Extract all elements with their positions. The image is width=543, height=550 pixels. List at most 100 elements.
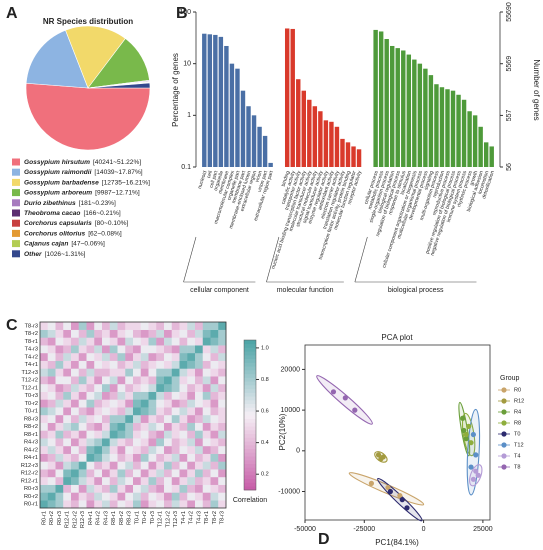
panel-letter: A (6, 5, 18, 22)
y2-tick-label: 557 (506, 109, 513, 121)
heatmap-cell (148, 391, 157, 400)
heatmap-cell (71, 453, 79, 462)
colorbar-label: Correlation (233, 497, 267, 504)
heatmap-cell (94, 438, 103, 447)
heatmap-cell (187, 376, 196, 385)
heatmap-cell (187, 384, 196, 392)
heatmap-cell (140, 500, 149, 509)
heatmap-cell (140, 376, 149, 385)
heatmap-cell (63, 422, 72, 431)
heatmap-cell (156, 337, 165, 346)
heatmap-cell (171, 368, 180, 377)
heatmap-cell (210, 345, 219, 354)
heatmap-cell (164, 446, 172, 454)
heatmap-cell (210, 368, 219, 377)
heatmap-cell (125, 492, 134, 501)
y-tick-label: T12-r3 (22, 370, 38, 376)
bar (384, 39, 389, 168)
legend-name: Corchorus olitorius (24, 230, 86, 237)
heatmap-cell (140, 477, 149, 485)
colorbar-step (244, 343, 256, 348)
point (461, 427, 467, 434)
heatmap-cell (187, 461, 196, 470)
heatmap-cell (117, 438, 126, 447)
heatmap-cell (109, 422, 118, 431)
heatmap-cell (140, 368, 149, 377)
legend-swatch (12, 178, 20, 186)
point (473, 468, 479, 474)
x-tick-label: R12-r3 (80, 511, 86, 528)
heatmap-cell (195, 329, 203, 338)
heatmap-cell (78, 469, 87, 478)
heatmap-cell (47, 399, 56, 408)
heatmap-cell (133, 399, 141, 408)
heatmap-cell (63, 391, 72, 400)
heatmap-cell (156, 345, 165, 354)
point (404, 505, 410, 511)
heatmap-cell (86, 407, 95, 416)
heatmap-cell (102, 422, 110, 431)
heatmap-cell (202, 415, 211, 423)
x-tick-label: T12-r1 (158, 511, 164, 527)
colorbar-step (244, 486, 256, 491)
heatmap-cell (78, 329, 87, 338)
colorbar-tick-label: 0.4 (261, 440, 269, 446)
heatmap-cell (117, 384, 126, 392)
heatmap-cell (140, 461, 149, 470)
heatmap-cell (140, 345, 149, 354)
heatmap-cell (71, 438, 79, 447)
heatmap-cell (47, 446, 56, 454)
heatmap-cell (63, 461, 72, 470)
heatmap-cell (40, 422, 48, 431)
heatmap-cell (133, 484, 141, 493)
x-tick-label: R12-r2 (72, 511, 78, 528)
heatmap-cell (195, 368, 203, 377)
heatmap-cell (171, 492, 180, 501)
y-tick-label: R8-r1 (24, 432, 38, 438)
heatmap-cell (218, 376, 227, 385)
heatmap-cell (148, 492, 157, 501)
legend-swatch (12, 250, 20, 258)
heatmap-cell (47, 391, 56, 400)
heatmap-cell (179, 329, 188, 338)
x-tick-label: R4-r3 (103, 511, 109, 525)
bar (246, 106, 251, 167)
bar (229, 63, 235, 167)
heatmap-cell (133, 461, 141, 470)
heatmap-cell (109, 461, 118, 470)
heatmap-cell (195, 384, 203, 392)
legend-entry: Gossypium raimondii [14039~17.87%] (24, 169, 143, 176)
heatmap-cell (40, 376, 48, 385)
heatmap-cell (202, 484, 211, 493)
legend-title: Group (500, 375, 520, 382)
heatmap-cell (117, 329, 126, 338)
heatmap-cell (63, 453, 72, 462)
heatmap-cell (86, 438, 95, 447)
heatmap-cell (171, 430, 180, 439)
legend-name: Gossypium arboreum (24, 189, 92, 196)
heatmap-cell (148, 422, 157, 431)
heatmap-cell (133, 446, 141, 454)
group-divider (354, 236, 368, 283)
heatmap-cell (86, 415, 95, 423)
heatmap-cell (109, 360, 118, 369)
heatmap-cell (63, 492, 72, 501)
heatmap-cell (156, 477, 165, 485)
heatmap-cell (156, 453, 165, 462)
heatmap-cell (109, 453, 118, 462)
bar (207, 34, 213, 168)
heatmap-cell (140, 399, 149, 408)
heatmap-cell (125, 407, 134, 416)
heatmap-cell (156, 415, 165, 423)
colorbar-step (244, 460, 256, 465)
heatmap-cell (187, 500, 196, 509)
heatmap-cell (55, 422, 64, 431)
bar (395, 48, 400, 167)
heatmap-cell (171, 477, 180, 485)
heatmap-cell (187, 329, 196, 338)
bar (472, 115, 478, 167)
y-tick-label: T8-r2 (25, 331, 38, 337)
heatmap-cell (179, 337, 188, 346)
heatmap-cell (55, 484, 64, 493)
heatmap-cell (47, 453, 56, 462)
